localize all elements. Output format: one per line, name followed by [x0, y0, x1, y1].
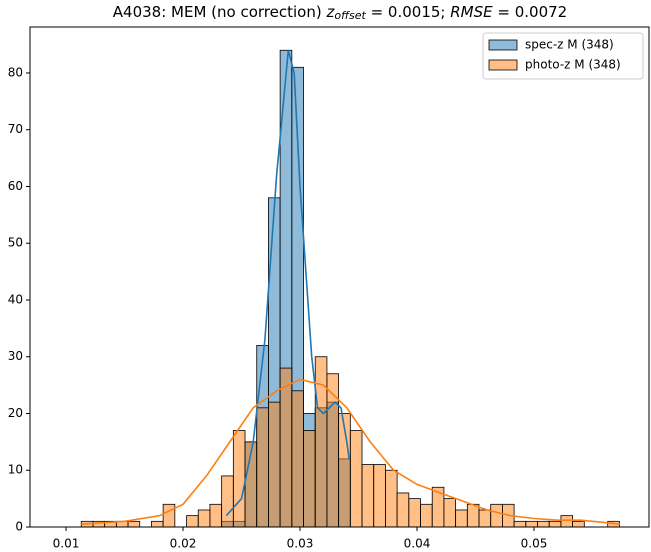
- histogram-bar: [221, 475, 234, 528]
- legend-swatch: [488, 59, 518, 71]
- histogram-bar: [420, 503, 433, 528]
- histogram-bar: [525, 520, 538, 528]
- title-subscript: offset: [334, 9, 366, 22]
- histogram-bar: [314, 356, 328, 528]
- title-math: z: [325, 3, 335, 21]
- y-tick-label: 10: [8, 463, 23, 477]
- histogram-bar: [127, 520, 141, 528]
- x-tick-label: 0.04: [404, 537, 431, 551]
- title-math: RMSE: [450, 3, 493, 21]
- histogram-bar: [373, 464, 386, 528]
- y-tick-label: 80: [8, 65, 23, 79]
- histogram-bar: [361, 464, 375, 528]
- histogram-bar: [466, 503, 480, 528]
- histogram-bar: [279, 367, 293, 528]
- y-tick-label: 50: [8, 236, 23, 250]
- y-tick-label: 30: [8, 349, 23, 363]
- histogram-bar: [537, 520, 550, 528]
- histogram-bar: [209, 503, 223, 528]
- histogram-bar: [268, 401, 281, 528]
- histogram-bar: [162, 503, 176, 528]
- histogram-bar: [572, 520, 585, 528]
- kde-line: [81, 378, 620, 525]
- y-tick-label: 0: [15, 520, 23, 534]
- histogram-bar: [232, 430, 246, 528]
- histogram-bar: [326, 373, 340, 528]
- histogram-bar: [197, 509, 211, 528]
- title-text: = 0.0072: [493, 3, 568, 21]
- y-tick-label: 20: [8, 406, 23, 420]
- legend-label: spec-z M (348): [525, 38, 614, 52]
- histogram-bar: [443, 498, 457, 528]
- y-tick-label: 40: [8, 292, 23, 306]
- histogram-bar: [396, 492, 410, 528]
- histogram-bar: [548, 520, 562, 528]
- histogram-bar: [186, 515, 199, 528]
- histogram-bar: [490, 503, 503, 528]
- legend-frame: [482, 32, 644, 80]
- legend-label: photo-z M (348): [525, 58, 621, 72]
- x-tick-label: 0.01: [53, 537, 80, 551]
- histogram-bar: [455, 509, 468, 528]
- histogram-bar: [513, 520, 527, 528]
- histogram-bar: [291, 390, 304, 528]
- histogram-bar: [151, 520, 164, 528]
- histogram-bar: [349, 430, 363, 528]
- kde-line: [225, 50, 350, 517]
- title-text: A4038: MEM (no correction): [113, 3, 327, 21]
- chart-title: A4038: MEM (no correction) zoffset = 0.0…: [113, 3, 567, 23]
- histogram-bar: [385, 469, 398, 528]
- histogram-bar: [478, 509, 492, 528]
- histogram-bar: [408, 498, 421, 528]
- y-tick-label: 60: [8, 179, 23, 193]
- histogram-bar: [560, 515, 574, 528]
- y-tick-label: 70: [8, 122, 23, 136]
- legend-swatch: [488, 39, 518, 51]
- x-tick-label: 0.03: [287, 537, 314, 551]
- title-text: = 0.0015;: [366, 3, 450, 21]
- histogram-bar: [256, 407, 269, 528]
- x-tick-label: 0.05: [521, 537, 548, 551]
- plot-frame: [29, 26, 650, 528]
- histogram-bar: [303, 430, 316, 528]
- x-tick-label: 0.02: [170, 537, 197, 551]
- legend: spec-z M (348) photo-z M (348): [482, 32, 644, 80]
